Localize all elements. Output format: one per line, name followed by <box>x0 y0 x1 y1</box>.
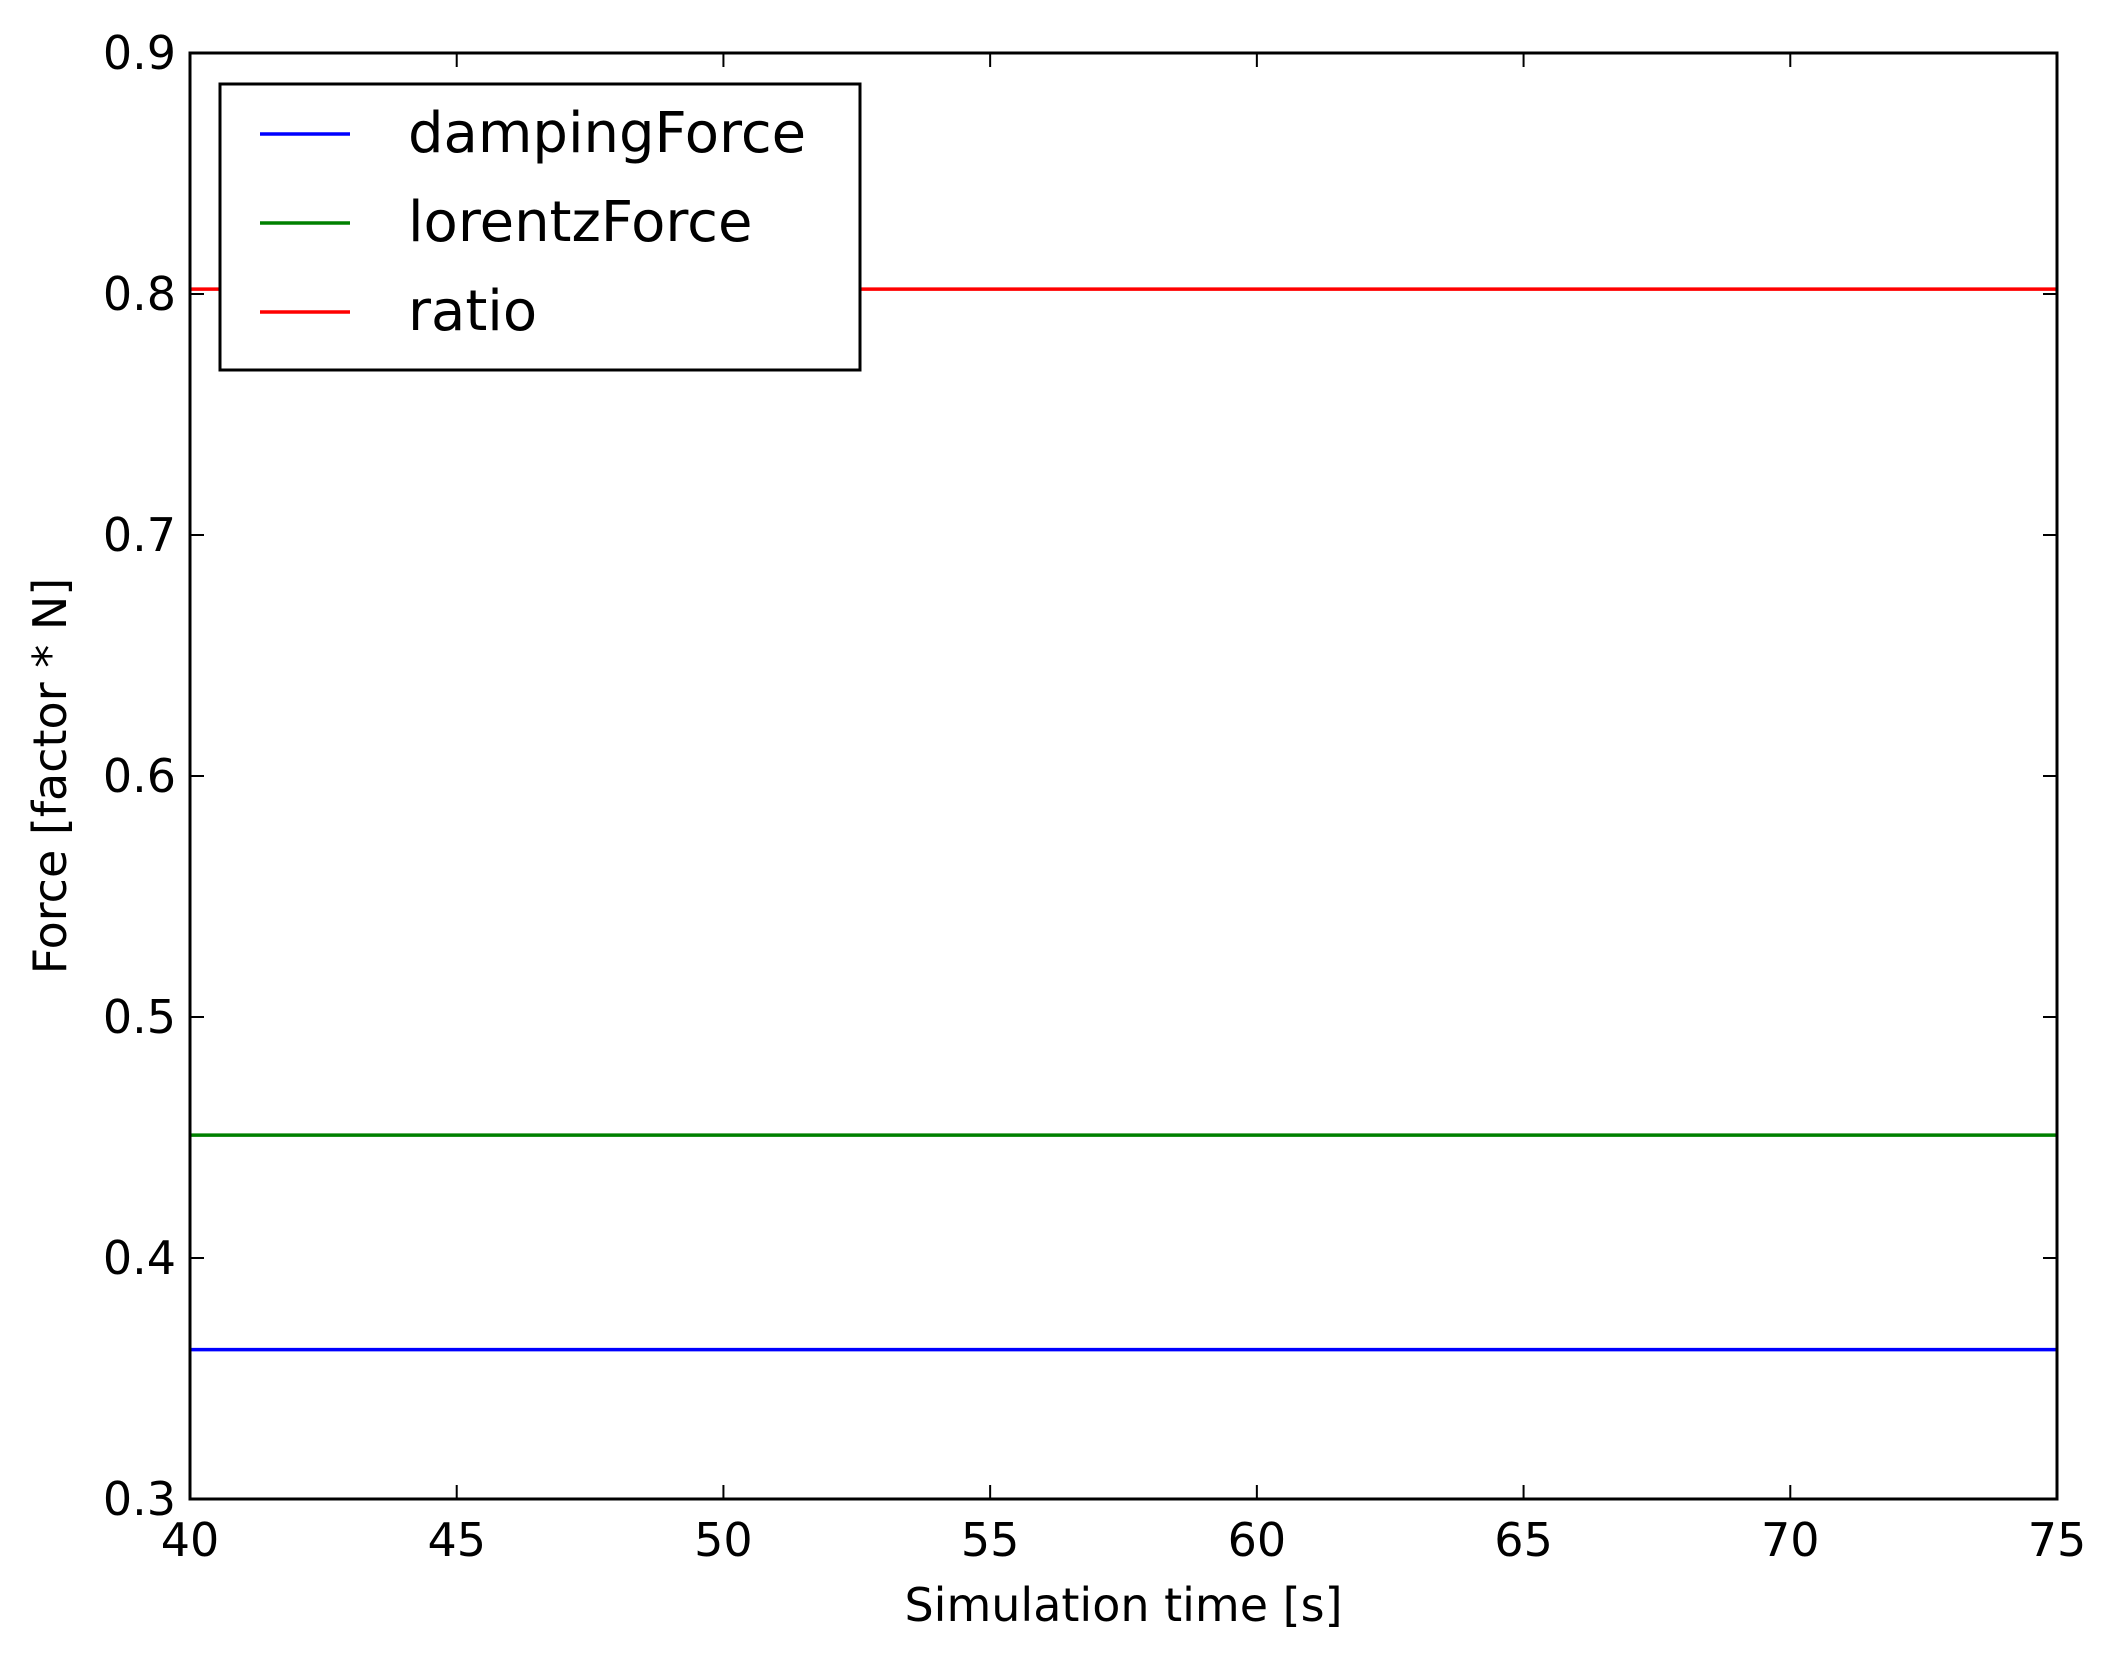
x-tick-label: 60 <box>1228 1513 1287 1567</box>
y-axis-label: Force [factor * N] <box>23 578 77 974</box>
y-tick-label: 0.7 <box>103 508 176 562</box>
y-tick-label: 0.9 <box>103 26 176 80</box>
y-tick-label: 0.6 <box>103 749 176 803</box>
legend-label-ratio: ratio <box>408 279 537 344</box>
ticks-layer <box>189 52 2058 1500</box>
legend: dampingForce lorentzForce ratio <box>218 82 862 372</box>
legend-label-lorentzForce: lorentzForce <box>408 190 752 255</box>
x-tick-label: 70 <box>1761 1513 1820 1567</box>
x-tick-label: 55 <box>961 1513 1020 1567</box>
series-layer <box>190 287 2057 1352</box>
y-tick-label: 0.3 <box>103 1472 176 1526</box>
x-tick-label: 40 <box>161 1513 220 1567</box>
legend-box <box>218 82 862 372</box>
x-tick-label: 65 <box>1494 1513 1553 1567</box>
y-tick-label: 0.4 <box>103 1231 176 1285</box>
legend-entries: dampingForce lorentzForce ratio <box>260 101 806 344</box>
legend-label-dampingForce: dampingForce <box>408 101 806 166</box>
y-tick-label: 0.5 <box>103 990 176 1044</box>
x-axis-label: Simulation time [s] <box>904 1578 1342 1632</box>
x-tick-label: 50 <box>694 1513 753 1567</box>
x-tick-label: 75 <box>2028 1513 2087 1567</box>
x-tick-label: 45 <box>427 1513 486 1567</box>
tick-labels-layer: 40 45 50 55 60 65 70 75 0.3 0.4 0.5 0.6 0.7 0.8 0.9 <box>103 26 2086 1567</box>
y-tick-label: 0.8 <box>103 267 176 321</box>
